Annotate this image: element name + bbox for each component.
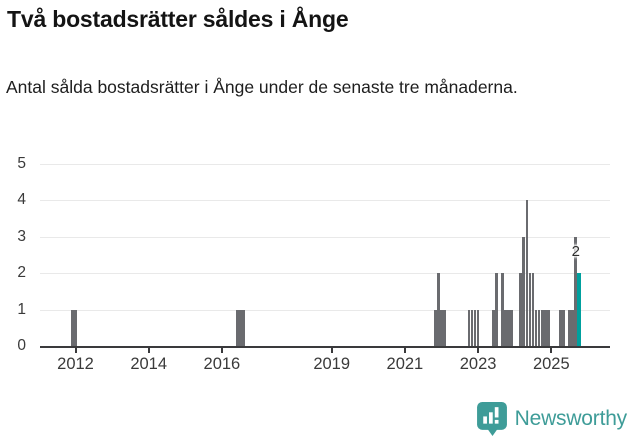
bar-2023-10 xyxy=(504,309,507,346)
bar-2024-03 xyxy=(519,273,523,346)
x-tick-label-2025: 2025 xyxy=(532,355,570,373)
bar-2011-12 xyxy=(71,309,74,346)
bar-2023-11 xyxy=(507,309,510,346)
bar-value-label: 2 xyxy=(571,243,580,260)
x-tick-label-2019: 2019 xyxy=(313,355,351,373)
x-tick-label-2014: 2014 xyxy=(130,355,168,373)
y-tick-label-0: 0 xyxy=(17,337,26,354)
bar-2016-08 xyxy=(241,309,245,346)
bar-2024-09 xyxy=(537,309,541,346)
x-tick-2012 xyxy=(74,348,77,353)
x-tick-label-2016: 2016 xyxy=(203,355,241,373)
bar-2024-11 xyxy=(543,309,547,346)
bar-2012-01 xyxy=(74,309,77,346)
x-tick-label-2012: 2012 xyxy=(57,355,94,373)
gridline-4 xyxy=(40,200,610,201)
bar-2025-09 xyxy=(574,236,578,346)
newsworthy-logo[interactable]: Newsworthy xyxy=(476,402,628,436)
bar-2024-08 xyxy=(534,309,538,346)
x-axis-line xyxy=(40,346,610,348)
bar-2025-08 xyxy=(571,309,575,346)
chart-title: Två bostadsrätter såldes i Ånge xyxy=(7,6,349,32)
bar-2025-05 xyxy=(562,309,565,346)
bar-2023-01 xyxy=(476,309,480,346)
bar-2021-11 xyxy=(434,309,437,346)
bar-2024-07 xyxy=(531,273,535,346)
x-tick-2019 xyxy=(330,348,333,353)
gridline-1 xyxy=(40,309,610,311)
x-tick-2023 xyxy=(477,348,480,353)
bar-2023-12 xyxy=(510,309,514,346)
y-tick-label-2: 2 xyxy=(17,264,26,281)
newsworthy-bubble-chart-icon xyxy=(476,402,507,436)
bar-2022-10 xyxy=(467,309,471,346)
highlight-bar xyxy=(577,273,581,346)
bar-2023-07 xyxy=(495,273,498,346)
bar-2025-07 xyxy=(568,309,571,346)
bar-2024-10 xyxy=(540,309,544,346)
bar-2021-12 xyxy=(437,273,440,346)
bar-2024-06 xyxy=(528,273,532,346)
x-tick-2014 xyxy=(147,348,150,353)
bar-2023-09 xyxy=(501,273,504,346)
bar-2023-06 xyxy=(491,309,495,346)
x-tick-2025 xyxy=(550,348,553,353)
bar-2022-02 xyxy=(443,309,446,346)
x-tick-label-2023: 2023 xyxy=(459,355,497,373)
y-tick-label-1: 1 xyxy=(17,300,26,318)
chart-subtitle: Antal sålda bostadsrätter i Ånge under d… xyxy=(6,77,518,97)
x-tick-2021 xyxy=(403,348,406,353)
bar-2025-04 xyxy=(559,309,562,346)
newsworthy-wordmark: Newsworthy xyxy=(514,407,628,430)
bar-2022-11 xyxy=(470,309,474,346)
y-tick-label-4: 4 xyxy=(17,191,26,208)
x-tick-2016 xyxy=(220,348,223,353)
gridline-2 xyxy=(40,273,610,274)
y-tick-label-5: 5 xyxy=(17,154,26,172)
bar-2016-07 xyxy=(238,309,242,346)
bar-2016-06 xyxy=(235,309,239,346)
gridline-3 xyxy=(40,236,610,238)
bar-2024-04 xyxy=(522,236,526,346)
gridline-5 xyxy=(40,163,610,165)
bar-2024-05 xyxy=(525,200,529,346)
bar-2022-01 xyxy=(440,309,443,346)
y-tick-label-3: 3 xyxy=(17,227,26,245)
bar-2024-12 xyxy=(546,309,550,346)
footer: Newsworthy xyxy=(476,402,628,436)
bar-2022-12 xyxy=(473,309,477,346)
x-tick-label-2021: 2021 xyxy=(386,355,424,373)
